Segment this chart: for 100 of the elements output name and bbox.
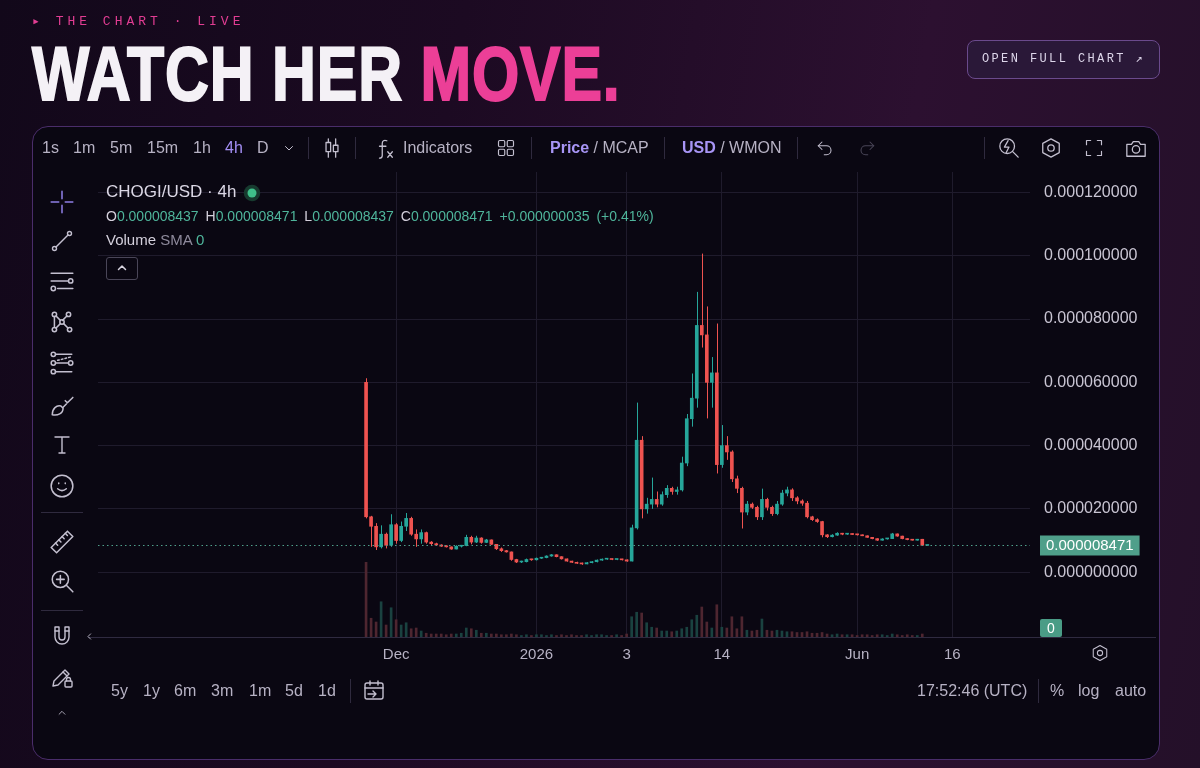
bar — [890, 633, 894, 637]
y-tick-label: 0.000100000 — [1044, 246, 1138, 264]
text: 1y — [143, 681, 160, 701]
bar — [905, 634, 909, 637]
bar — [479, 632, 483, 637]
bar — [439, 633, 443, 637]
x-tick-label: 16 — [943, 645, 961, 663]
bar — [700, 606, 704, 637]
bar — [695, 614, 699, 637]
bar — [500, 634, 503, 637]
bar — [640, 612, 643, 637]
text: 1m — [73, 138, 96, 158]
bar — [685, 626, 689, 637]
candlestick — [649, 477, 654, 510]
text: 17:52:46 (UTC) — [917, 681, 1028, 701]
text: 1h — [193, 138, 211, 158]
y-tick-label: 0.000000000 — [1044, 562, 1138, 580]
annotation: CHOGI/USD · 4h — [106, 181, 237, 203]
bar — [429, 633, 433, 637]
bar — [464, 627, 468, 637]
x-tick-label: 14 — [713, 645, 731, 663]
text: 15m — [147, 138, 179, 158]
bar — [505, 634, 508, 637]
button: OPEN FULL CHART ↗ — [967, 40, 1160, 79]
bar — [409, 628, 413, 637]
chart-subtitle: ▸ THE CHART · LIVE — [32, 14, 245, 30]
candlestick — [760, 488, 764, 521]
bar — [665, 630, 669, 637]
text: log — [1078, 681, 1100, 701]
bar — [660, 630, 664, 637]
bar — [645, 622, 649, 637]
y-tick-label: 0.000080000 — [1044, 309, 1138, 327]
bar — [880, 634, 884, 637]
bar — [670, 631, 674, 637]
bar — [875, 634, 879, 637]
bar — [635, 611, 638, 637]
annotation: Volume SMA 0 — [106, 231, 205, 248]
text: 5m — [110, 138, 133, 158]
y-tick-label: 0.000040000 — [1044, 436, 1138, 454]
text: USD / WMON — [682, 139, 782, 157]
bar — [625, 633, 628, 637]
bar — [550, 634, 553, 637]
bar — [715, 604, 719, 637]
candlestick — [699, 253, 704, 349]
bar — [710, 627, 714, 637]
bar — [655, 627, 659, 637]
bar — [414, 627, 418, 637]
candlestick — [709, 356, 714, 409]
x-tick-label: Jun — [845, 645, 870, 663]
bar — [920, 633, 924, 637]
x-tick-label: Dec — [382, 645, 410, 663]
x-tick-label: 2026 — [519, 645, 554, 663]
text: 5d — [285, 681, 303, 701]
text: 4h — [225, 138, 243, 158]
x-tick-label: 3 — [622, 645, 631, 663]
text: 1m — [249, 681, 272, 701]
bar — [459, 632, 463, 637]
ref-line-label: 0.000008471 — [1046, 536, 1134, 554]
bar — [469, 628, 473, 637]
bar — [444, 634, 448, 637]
bar — [474, 629, 478, 637]
bar — [434, 633, 438, 637]
bar — [515, 634, 518, 637]
text: 3m — [211, 681, 234, 701]
text: 1d — [318, 681, 336, 701]
text: Price / MCAP — [550, 139, 649, 157]
bar — [535, 634, 538, 637]
bar — [424, 632, 428, 637]
candlestick — [720, 424, 724, 469]
bar — [540, 634, 543, 637]
candlestick — [394, 522, 398, 545]
bar — [495, 633, 498, 637]
bar — [705, 621, 709, 637]
text: Indicators — [403, 138, 473, 158]
bar — [419, 630, 423, 637]
y-tick-label: 0.000060000 — [1044, 372, 1138, 390]
chart-title: WATCH HER MOVE. — [32, 31, 621, 116]
bar — [680, 628, 684, 637]
bar — [895, 634, 899, 637]
bar — [650, 626, 654, 637]
bar — [449, 633, 453, 637]
text: auto — [1115, 681, 1147, 701]
bar — [570, 634, 573, 637]
text: 1s — [42, 138, 59, 158]
y-tick-label: 0.000120000 — [1044, 182, 1138, 200]
bar — [485, 632, 488, 637]
text: 6m — [174, 681, 197, 701]
text: 0 — [1040, 619, 1062, 637]
bar — [560, 634, 563, 637]
bar — [585, 634, 588, 637]
bar — [490, 633, 493, 637]
bar — [525, 634, 528, 637]
text: 5y — [111, 681, 128, 701]
bar — [510, 633, 513, 637]
text: % — [1050, 681, 1065, 701]
candlestick — [389, 513, 393, 548]
bar — [675, 630, 679, 637]
y-tick-label: 0.000020000 — [1044, 499, 1138, 517]
candlestick — [725, 435, 729, 461]
bar — [615, 634, 618, 637]
